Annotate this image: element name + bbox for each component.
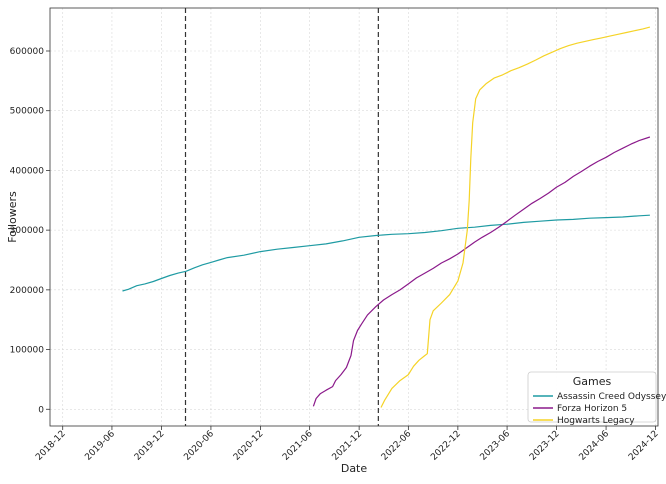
- x-tick-label: 2023-06: [479, 429, 513, 463]
- x-tick-label: 2021-12: [331, 429, 365, 463]
- x-tick-label: 2022-12: [429, 429, 463, 463]
- x-tick-label: 2019-06: [83, 429, 117, 463]
- legend-label-3: Hogwarts Legacy: [557, 416, 635, 426]
- x-tick-label: 2021-06: [281, 429, 315, 463]
- y-tick-label: 400000: [10, 166, 45, 176]
- legend-label-2: Forza Horizon 5: [557, 404, 627, 414]
- series-line-3: [380, 26, 651, 408]
- x-tick-label: 2023-12: [528, 429, 562, 463]
- x-tick-label: 2020-06: [182, 429, 216, 463]
- y-tick-label: 100000: [10, 346, 45, 356]
- legend-label-1: Assassin Creed Odyssey: [557, 392, 666, 402]
- x-tick-label: 2020-12: [232, 429, 266, 463]
- legend-title: Games: [573, 375, 612, 388]
- y-tick-label: 300000: [10, 226, 45, 236]
- series-line-1: [122, 214, 650, 292]
- grid-layer: [50, 8, 658, 426]
- y-axis-label: Followers: [6, 191, 19, 243]
- legend-items: Assassin Creed Odyssey Forza Horizon 5 Hog…: [533, 392, 666, 426]
- x-axis-label: Date: [341, 462, 368, 475]
- y-tick-label: 600000: [10, 47, 45, 57]
- x-tick-label: 2024-06: [578, 429, 612, 463]
- vline-layer: [184, 8, 379, 426]
- y-tick-label: 500000: [10, 107, 45, 117]
- y-tick-label: 0: [38, 405, 44, 415]
- x-tick-label: 2022-06: [380, 429, 414, 463]
- series-layer: [122, 26, 651, 408]
- x-tick-label: 2024-12: [627, 429, 661, 463]
- x-tick-label: 2018-12: [34, 429, 68, 463]
- y-tick-label: 200000: [10, 286, 45, 296]
- y-tick-layer: 0 100000 200000 300000 400000 500000 600000: [10, 47, 50, 415]
- series-line-2: [312, 136, 651, 407]
- plot-background: [50, 8, 658, 426]
- legend-box: [527, 371, 657, 423]
- x-tick-label: 2019-12: [133, 429, 167, 463]
- x-tick-layer: 2018-12 2019-06 2019-12 2020-06 2020-12 2021-…: [34, 426, 661, 463]
- plot-frame: [49, 7, 659, 427]
- legend: Games Assassin Creed Odyssey Forza Horizo…: [527, 371, 666, 426]
